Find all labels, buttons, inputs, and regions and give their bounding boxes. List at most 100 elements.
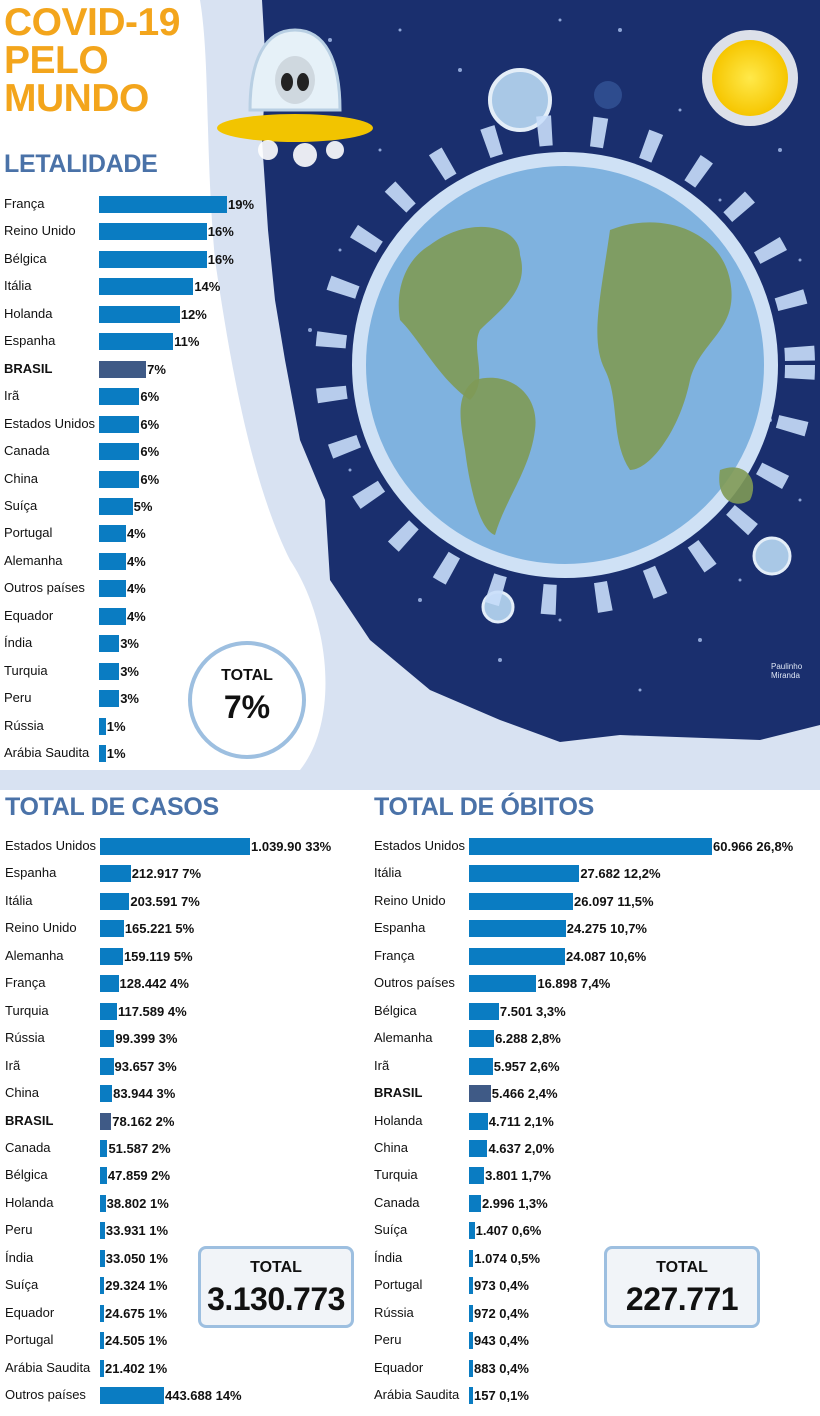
casos-value-label: 38.802 1%: [106, 1195, 169, 1211]
letalidade-row: Peru 3%: [4, 688, 404, 708]
letalidade-bar: [99, 470, 140, 488]
casos-bar: [100, 1194, 106, 1212]
letalidade-category-label: Portugal: [4, 525, 53, 541]
obitos-value-label: 2.996 1,3%: [481, 1195, 548, 1211]
letalidade-bar: [99, 580, 126, 598]
obitos-row: Índia 1.074 0,5%: [374, 1248, 774, 1268]
casos-category-label: Itália: [5, 892, 33, 908]
obitos-category-label: Suíça: [374, 1222, 408, 1238]
casos-value-label: 99.399 3%: [115, 1031, 178, 1047]
letalidade-category-label: Reino Unido: [4, 223, 76, 239]
letalidade-category-label: BRASIL: [4, 360, 53, 376]
obitos-value-label: 5.466 2,4%: [491, 1086, 558, 1102]
casos-row: Espanha 212.917 7%: [5, 863, 405, 883]
casos-total-label: TOTAL: [250, 1259, 302, 1276]
casos-bar: [100, 1002, 117, 1020]
letalidade-category-label: Espanha: [4, 333, 56, 349]
casos-category-label: Irã: [5, 1057, 21, 1073]
casos-bar: [100, 1112, 112, 1130]
letalidade-value-label: 3%: [120, 663, 139, 679]
casos-value-label: 78.162 2%: [112, 1113, 175, 1129]
obitos-title: TOTAL DE ÓBITOS: [374, 793, 595, 821]
casos-row: Bélgica 47.859 2%: [5, 1165, 405, 1185]
casos-category-label: Espanha: [5, 865, 57, 881]
letalidade-category-label: Suíça: [4, 497, 38, 513]
letalidade-bar: [99, 690, 120, 708]
letalidade-bar: [99, 223, 207, 241]
letalidade-bar: [99, 388, 140, 406]
casos-value-label: 29.324 1%: [105, 1278, 168, 1294]
obitos-category-label: França: [374, 947, 415, 963]
casos-bar: [100, 892, 130, 910]
obitos-category-label: Turquia: [374, 1167, 418, 1183]
letalidade-bar: [99, 278, 194, 296]
casos-category-label: China: [5, 1085, 39, 1101]
casos-value-label: 33.050 1%: [105, 1250, 168, 1266]
obitos-category-label: Outros países: [374, 975, 455, 991]
obitos-value-label: 157 0,1%: [474, 1388, 529, 1403]
casos-row: Outros países 443.688 14%: [5, 1385, 405, 1405]
letalidade-row: Índia 3%: [4, 633, 404, 653]
covid-world-illustration: [0, 0, 820, 790]
letalidade-value-label: 6%: [140, 444, 160, 460]
obitos-value-label: 60.966 26,8%: [713, 839, 794, 854]
obitos-value-label: 5.957 2,6%: [493, 1058, 560, 1074]
letalidade-row: Holanda 12%: [4, 304, 404, 324]
casos-value-label: 159.119 5%: [123, 948, 193, 964]
obitos-bar: [469, 1277, 473, 1295]
casos-bar: [100, 1167, 107, 1185]
obitos-bar: [469, 1085, 491, 1103]
obitos-bar: [469, 1167, 485, 1185]
letalidade-row: Alemanha 4%: [4, 551, 404, 571]
letalidade-value-label: 4%: [126, 553, 146, 569]
casos-bar: [100, 975, 119, 993]
casos-row: China 83.944 3%: [5, 1083, 405, 1103]
letalidade-row: Outros países 4%: [4, 578, 404, 598]
casos-category-label: Bélgica: [5, 1167, 48, 1183]
letalidade-category-label: Outros países: [4, 580, 85, 596]
casos-bar: [100, 1359, 104, 1377]
letalidade-row: Arábia Saudita 1%: [4, 743, 404, 763]
casos-bar: [100, 838, 250, 855]
letalidade-category-label: Índia: [4, 635, 33, 651]
obitos-row: Portugal 973 0,4%: [374, 1275, 774, 1295]
letalidade-row: Suíça 5%: [4, 496, 404, 516]
casos-value-label: 128.442 4%: [119, 976, 189, 992]
obitos-category-label: Estados Unidos: [374, 838, 466, 853]
obitos-category-label: Alemanha: [374, 1030, 433, 1046]
letalidade-category-label: Holanda: [4, 305, 53, 321]
obitos-bar: [469, 1002, 499, 1020]
obitos-value-label: 24.087 10,6%: [566, 948, 647, 964]
casos-value-label: 21.402 1%: [105, 1360, 168, 1376]
obitos-row: BRASIL 5.466 2,4%: [374, 1083, 774, 1103]
letalidade-category-label: Alemanha: [4, 552, 63, 568]
obitos-value-label: 973 0,4%: [474, 1278, 529, 1294]
casos-category-label: Portugal: [5, 1332, 54, 1348]
obitos-category-label: Canada: [374, 1194, 420, 1210]
casos-row: Turquia 117.589 4%: [5, 1001, 405, 1021]
casos-bar: [100, 1085, 113, 1103]
obitos-bar: [469, 1304, 473, 1322]
obitos-row: França 24.087 10,6%: [374, 946, 774, 966]
obitos-row: China 4.637 2,0%: [374, 1138, 774, 1158]
letalidade-row: Estados Unidos 6%: [4, 414, 404, 434]
obitos-row: Rússia 972 0,4%: [374, 1303, 774, 1323]
obitos-bar: [469, 1112, 488, 1130]
obitos-category-label: Peru: [374, 1332, 402, 1348]
obitos-bar: [469, 1057, 493, 1075]
letalidade-value-label: 16%: [207, 224, 234, 240]
casos-chart: Estados Unidos 1.039.90 33% Espanha 212.917…: [5, 836, 365, 1406]
casos-bar: [100, 1332, 104, 1350]
casos-category-label: Estados Unidos: [5, 838, 97, 853]
casos-row: Arábia Saudita 21.402 1%: [5, 1358, 405, 1378]
obitos-value-label: 16.898 7,4%: [537, 976, 611, 992]
letalidade-value-label: 7%: [147, 361, 166, 377]
obitos-bar: [469, 1249, 474, 1267]
casos-category-label: França: [5, 975, 46, 991]
casos-category-label: Reino Unido: [5, 920, 77, 936]
casos-value-label: 24.505 1%: [105, 1333, 168, 1349]
letalidade-bar: [99, 607, 126, 625]
letalidade-value-label: 1%: [106, 718, 126, 734]
casos-value-label: 51.587 2%: [108, 1140, 171, 1156]
letalidade-value-label: 3%: [120, 636, 139, 652]
